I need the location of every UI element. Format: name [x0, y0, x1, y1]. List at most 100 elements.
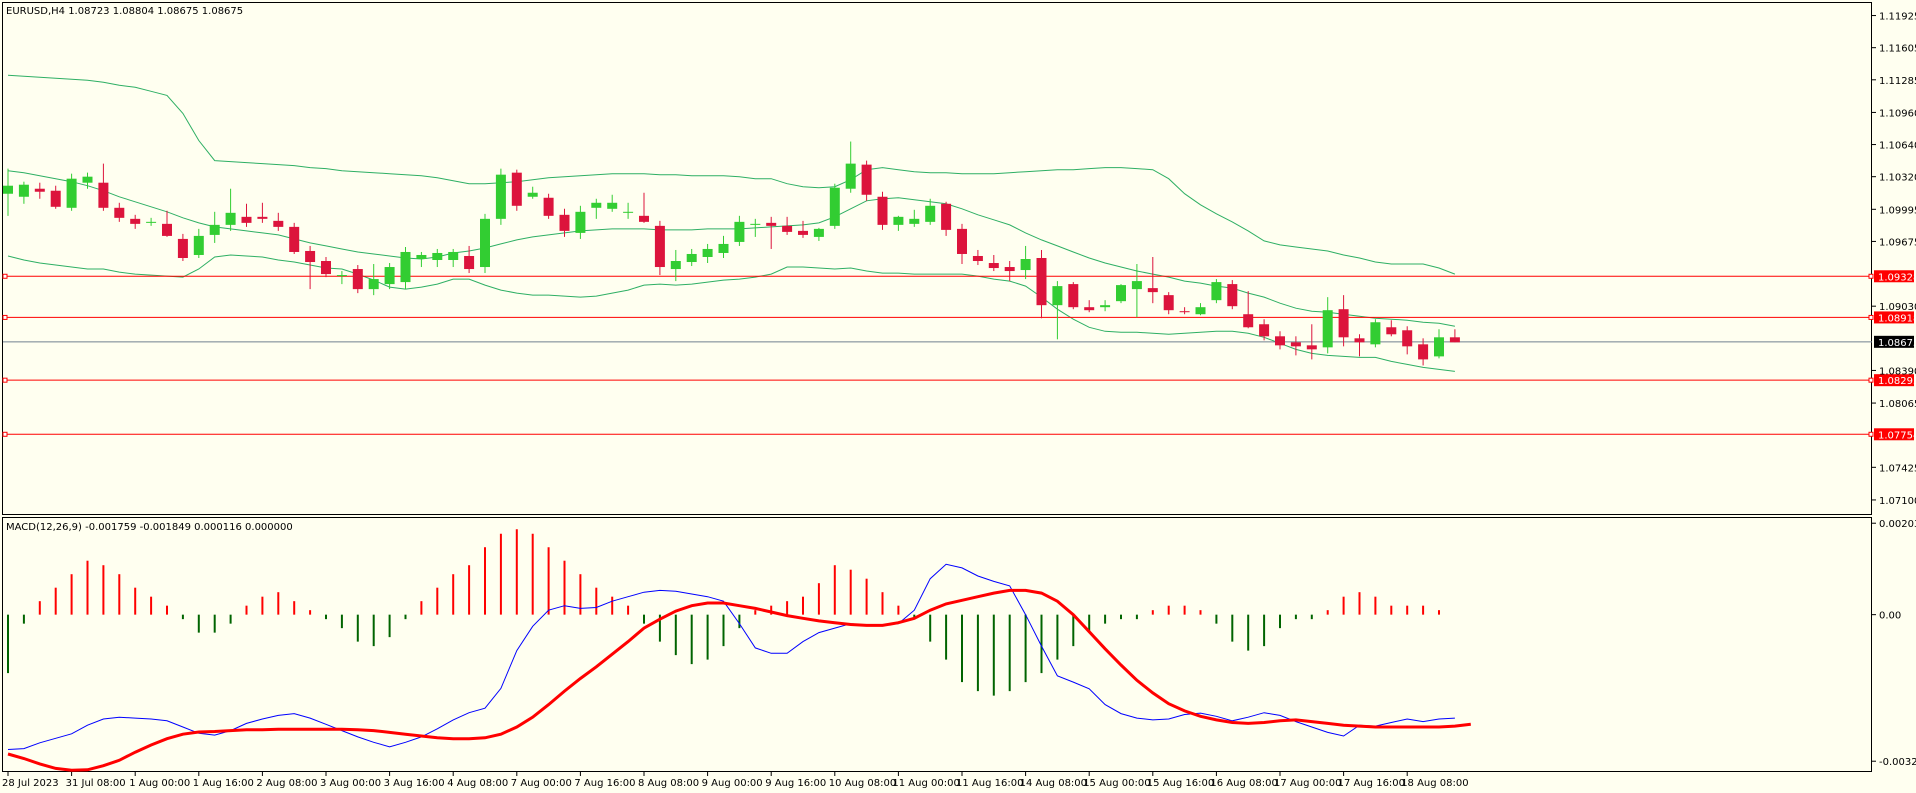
candle-body: [1195, 307, 1206, 315]
candle-body: [750, 223, 761, 225]
time-axis-label: 1 Aug 16:00: [193, 778, 254, 789]
candle-body: [66, 178, 77, 208]
candle-body: [114, 207, 125, 218]
price-axis-label: 1.10960: [1879, 108, 1916, 119]
candle-body: [1211, 282, 1222, 301]
price-plot: [2, 74, 1874, 437]
candle-body: [1116, 285, 1126, 302]
candle-body: [50, 190, 61, 207]
level-handle-left: [2, 273, 8, 279]
level-handle-left: [2, 314, 8, 320]
candle-body: [909, 218, 920, 224]
candle-body: [1004, 267, 1015, 272]
price-axis-label: 1.09030: [1879, 302, 1916, 313]
time-axis-label: 17 Aug 16:00: [1338, 778, 1405, 789]
candle-body: [1131, 281, 1142, 290]
bollinger-upper-line: [7, 74, 1456, 275]
candle-body: [1227, 284, 1238, 307]
macd-axis-label: -0.00326: [1879, 757, 1916, 768]
time-axis-label: 9 Aug 00:00: [702, 778, 763, 789]
candle-body: [305, 250, 316, 263]
price-axis-label: 1.11925: [1879, 12, 1916, 23]
time-axis-label: 11 Aug 00:00: [892, 778, 959, 789]
macd-line: [7, 563, 1455, 750]
level-price-tag: [1874, 374, 1914, 387]
candle-body: [1036, 257, 1047, 306]
time-axis-label: 15 Aug 16:00: [1147, 778, 1214, 789]
level-handle-right: [1868, 431, 1874, 437]
candle-body: [1338, 309, 1349, 338]
candle-body: [623, 211, 634, 213]
level-price-tag: [1874, 270, 1914, 283]
candle-body: [400, 251, 411, 283]
time-axis-label: 18 Aug 08:00: [1401, 778, 1468, 789]
candle-body: [813, 228, 824, 237]
macd-axis-label: 0.002034: [1879, 519, 1916, 530]
candle-body: [1243, 314, 1254, 328]
candle-body: [861, 164, 872, 195]
candle-body: [734, 221, 745, 242]
candle-body: [1275, 336, 1285, 346]
time-axis-label: 8 Aug 08:00: [638, 778, 699, 789]
candle-body: [639, 215, 649, 222]
candle-body: [130, 218, 141, 224]
macd-axis-label: 0.00: [1879, 611, 1901, 622]
candle-body: [670, 261, 681, 270]
candle-body: [1306, 345, 1317, 350]
time-axis-label: 15 Aug 00:00: [1083, 778, 1150, 789]
candle-body: [1354, 338, 1365, 343]
candle-body: [1147, 288, 1158, 293]
candle-body: [1179, 311, 1190, 313]
candle-body: [18, 184, 29, 197]
candle-body: [3, 185, 13, 194]
candle-body: [782, 225, 793, 232]
candle-body: [1052, 286, 1063, 306]
candle-body: [225, 212, 236, 225]
candle-body: [1418, 344, 1429, 360]
candle-body: [877, 196, 888, 225]
price-panel-frame: [2, 2, 1872, 515]
candle-body: [384, 267, 395, 285]
time-axis-label: 3 Aug 16:00: [384, 778, 445, 789]
candle-body: [273, 220, 284, 227]
time-axis-label: 7 Aug 00:00: [511, 778, 572, 789]
candle-body: [257, 216, 268, 219]
time-axis-label: 11 Aug 16:00: [956, 778, 1023, 789]
axes: 1.09328 1.08918 1.08293 1.07754 1.08675 1.119…: [2, 12, 1916, 789]
candle-body: [654, 225, 665, 268]
bollinger-lower-line: [7, 254, 1455, 372]
macd-chart-title: MACD(12,26,9) -0.001759 -0.001849 0.0001…: [6, 522, 293, 533]
candle-body: [543, 197, 554, 216]
price-axis-label: 1.09995: [1879, 205, 1916, 216]
level-handle-right: [1868, 314, 1874, 320]
candle-body: [798, 230, 808, 235]
level-price-label: 1.08293: [1878, 376, 1916, 387]
candle-body: [957, 228, 967, 254]
candle-body: [845, 163, 856, 189]
price-axis-label: 1.08065: [1879, 399, 1916, 410]
candle-body: [1370, 322, 1381, 345]
candle-body: [527, 192, 538, 197]
candle-body: [1386, 327, 1397, 335]
candle-body: [1449, 337, 1460, 343]
price-chart-title: EURUSD,H4 1.08723 1.08804 1.08675 1.0867…: [6, 6, 243, 17]
candle-body: [464, 255, 475, 270]
candle-body: [591, 202, 602, 208]
candle-body: [193, 235, 204, 255]
candle-body: [972, 255, 983, 262]
candle-body: [575, 211, 586, 233]
level-price-label: 1.07754: [1878, 430, 1916, 441]
candle-body: [448, 251, 459, 261]
level-price-tag: [1874, 428, 1914, 441]
current-price-label: 1.08675: [1878, 338, 1916, 349]
candle-body: [941, 203, 952, 230]
macd-plot: [7, 529, 1471, 772]
candle-body: [511, 172, 522, 206]
candle-body: [607, 202, 618, 209]
candle-body: [1100, 305, 1111, 308]
level-handle-left: [2, 377, 8, 383]
candle-body: [368, 279, 379, 290]
price-axis-label: 1.09675: [1879, 237, 1916, 248]
